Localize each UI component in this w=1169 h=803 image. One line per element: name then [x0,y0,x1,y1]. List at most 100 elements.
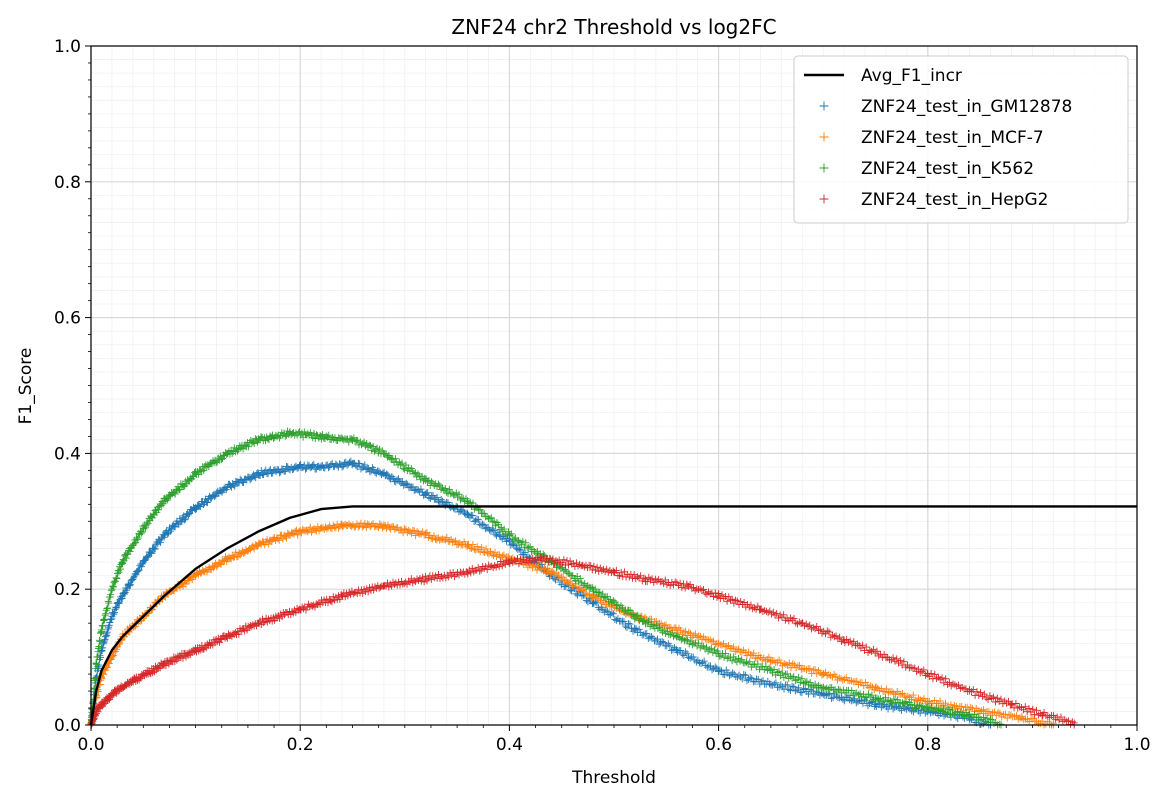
data-point [875,652,883,660]
data-point [829,631,837,639]
data-point [519,537,527,545]
data-point [455,490,463,498]
data-point [946,710,954,718]
data-point [358,523,366,531]
data-point [106,619,114,627]
data-point [338,592,346,600]
data-point [103,605,111,613]
series-line-Avg_F1_incr [89,505,1137,726]
data-point [135,676,143,684]
data-point [236,551,244,559]
data-point [867,682,875,690]
data-point [108,585,116,593]
data-point [785,685,793,693]
data-point [991,698,999,706]
data-point [760,665,768,673]
data-point [886,688,894,696]
data-point [941,709,949,717]
data-point [575,578,583,586]
data-point [338,463,346,471]
data-point [487,514,495,522]
data-point [790,673,798,681]
data-point [673,626,681,634]
data-point [441,485,449,493]
data-point [557,560,565,568]
data-point [149,669,157,677]
data-point [1020,716,1028,724]
data-point [113,575,121,583]
data-point [987,715,995,723]
data-point [936,676,944,684]
data-point [142,521,150,529]
y-tick-label: 0.8 [54,173,81,193]
data-point [575,586,583,594]
data-point [495,563,503,571]
data-point [785,659,793,667]
data-point [689,653,697,661]
data-point [517,546,525,554]
data-point [138,528,146,536]
data-point [522,539,530,547]
data-point [525,544,533,552]
data-point [686,654,694,662]
data-point [904,692,912,700]
data-point [514,546,522,554]
data-point [223,633,231,641]
data-point [419,573,427,581]
data-point [892,703,900,711]
data-point [633,573,641,581]
data-point [772,679,780,687]
data-point [967,703,975,711]
data-point [422,477,430,485]
data-point [896,656,904,664]
data-point [842,674,850,682]
data-point [490,527,498,535]
data-point [494,521,502,529]
data-point [703,663,711,671]
data-point [716,666,724,674]
data-point [139,524,147,532]
data-point [596,588,604,596]
data-point [327,597,335,605]
data-point [893,696,901,704]
data-point [339,462,347,470]
data-point [850,638,858,646]
data-point [572,559,580,567]
data-point [515,560,523,568]
data-point [733,658,741,666]
data-point [902,698,910,706]
data-point [246,476,254,484]
data-point [780,611,788,619]
data-point [973,714,981,722]
data-point [980,690,988,698]
data-point [264,540,272,548]
data-point [836,694,844,702]
data-point [671,578,679,586]
data-point [710,646,718,654]
data-point [185,577,193,585]
data-point [738,656,746,664]
data-point [100,639,108,647]
data-point [110,579,118,587]
data-point [484,549,492,557]
data-point [718,591,726,599]
data-point [529,554,537,562]
data-point [889,654,897,662]
data-point [728,644,736,652]
data-point [836,633,844,641]
data-point [114,570,122,578]
data-point [916,702,924,710]
data-point [157,501,165,509]
data-point [422,531,430,539]
data-point [609,567,617,575]
data-point [1012,711,1020,719]
data-point [560,567,568,575]
data-point [982,694,990,702]
data-point [132,539,140,547]
data-point [818,629,826,637]
data-point [897,690,905,698]
data-point [767,680,775,688]
data-point [1025,704,1033,712]
data-point [602,606,610,614]
data-point [603,593,611,601]
